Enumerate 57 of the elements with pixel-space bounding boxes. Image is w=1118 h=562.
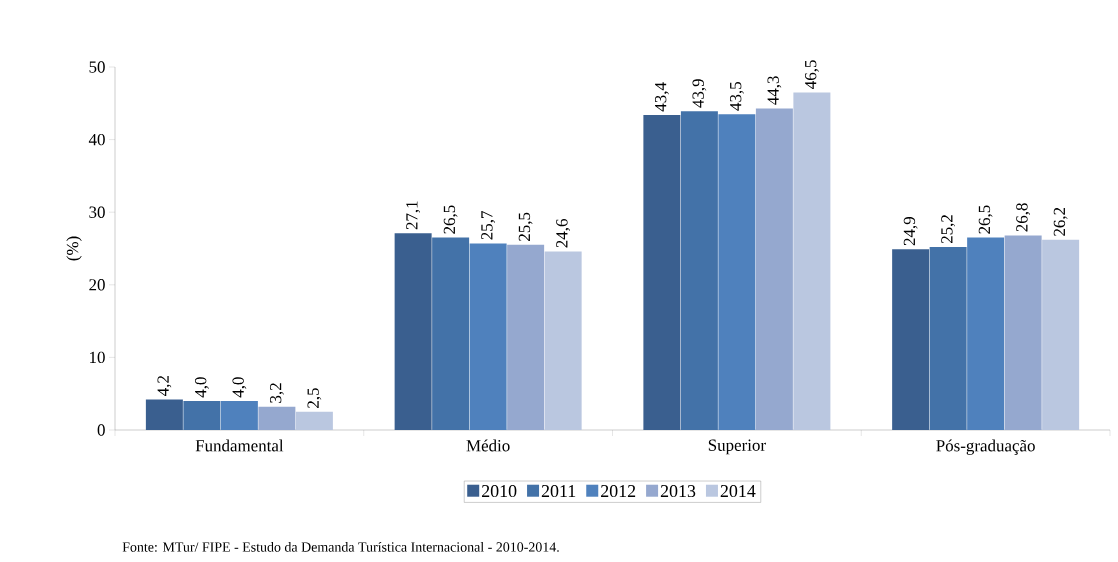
x-tick-label: Superior: [708, 439, 766, 455]
data-label: 27,1: [406, 201, 421, 230]
bar: [295, 411, 333, 430]
data-label: 3,2: [269, 383, 284, 403]
bar: [258, 406, 296, 430]
legend-label: 2010: [481, 485, 517, 498]
data-label: 2,5: [307, 388, 322, 408]
data-label: 26,2: [1053, 207, 1068, 236]
data-label: 24,9: [903, 217, 918, 246]
x-tick-label: Pós-graduação: [936, 439, 1035, 455]
data-label: 4,0: [194, 377, 209, 398]
data-label: 44,3: [767, 76, 782, 105]
bar: [394, 233, 432, 430]
bar: [183, 400, 221, 430]
bar: [929, 247, 967, 430]
data-label: 25,5: [518, 212, 533, 241]
data-label: 26,8: [1016, 203, 1031, 232]
data-label: 43,5: [729, 82, 744, 111]
y-tick-label: 40: [88, 133, 105, 146]
bar: [680, 111, 718, 430]
bar: [544, 251, 582, 430]
y-tick-label: 10: [90, 351, 105, 364]
bar: [220, 400, 258, 430]
bar: [718, 114, 756, 430]
data-label: 4,0: [232, 377, 247, 398]
bar: [469, 243, 507, 430]
bar: [755, 108, 793, 430]
data-label: 26,5: [978, 205, 993, 234]
data-label: 25,2: [941, 215, 956, 244]
data-label: 46,5: [804, 60, 819, 89]
data-label: 24,6: [556, 219, 571, 248]
bar: [967, 237, 1005, 430]
y-tick-label: 20: [89, 279, 105, 291]
data-label: 26,5: [443, 205, 458, 234]
bar: [1004, 235, 1042, 430]
legend-label: 2014: [720, 485, 756, 498]
y-tick-label: 0: [97, 424, 105, 436]
y-tick-label: 50: [89, 61, 105, 73]
data-label: 4,2: [157, 376, 172, 396]
bar: [145, 399, 183, 430]
y-axis-title: (%): [66, 236, 82, 261]
data-label: 25,7: [481, 211, 496, 240]
data-label: 43,4: [654, 82, 669, 112]
y-tick-label: 30: [89, 206, 105, 218]
bar: [507, 244, 545, 430]
source-note: Fonte: MTur/ FIPE - Estudo da Demanda Turística Internacional - 2010-2014.: [122, 541, 559, 552]
bar: [1042, 239, 1080, 430]
x-tick-label: Fundamental: [195, 439, 284, 452]
legend-label: 2013: [660, 485, 696, 498]
bar: [892, 249, 930, 430]
data-label: 43,9: [692, 79, 707, 108]
bar: [432, 237, 470, 430]
legend-label: 2012: [601, 485, 636, 498]
x-tick-label: Médio: [466, 439, 510, 452]
legend-label: 2011: [541, 485, 576, 498]
bar: [643, 114, 681, 430]
bar: [793, 92, 831, 430]
